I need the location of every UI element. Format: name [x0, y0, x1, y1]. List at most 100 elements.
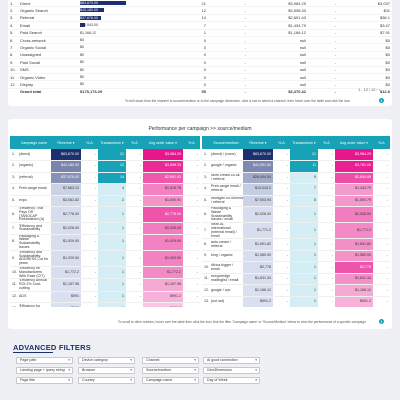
filter-dropdown[interactable]: Source/medium ▾ — [142, 367, 199, 374]
change-pct: - — [373, 149, 390, 161]
change-pct: - — [208, 14, 248, 23]
column-header[interactable]: Revenue ▾ — [243, 136, 273, 149]
chevron-down-icon: ▾ — [68, 368, 70, 372]
table-row[interactable]: 4. Email $10,043.00 7- $1,434.79- $3.47 — [8, 21, 392, 30]
next-page-icon[interactable]: › — [378, 88, 380, 92]
change-pct: - — [273, 222, 290, 240]
table-row[interactable]: 9. 'Efficiency and Sustainability: ADDRES… — [10, 250, 200, 268]
table-row[interactable]: 2. google / organic $41,591.00-11- $3,781.0… — [202, 160, 390, 173]
table-row[interactable]: 13. (not set) $991.2-1- $991.2- — [202, 296, 390, 307]
filter-dropdown[interactable]: Campaign name ▾ — [142, 377, 199, 384]
table-row[interactable]: 3. Referral $37,676.00 14- $2,691.43- $36.1 — [8, 14, 392, 23]
campaign-table-wrap[interactable]: Campaign name Revenue ▾% Δ Transactions ▾%… — [10, 136, 200, 307]
change-pct: - — [308, 29, 338, 38]
aov-cell: $2,894.89 — [335, 172, 373, 184]
transactions-cell: 1 — [98, 250, 126, 268]
column-header[interactable]: Avg order value ▾ — [143, 136, 183, 149]
row-label: auto.cream / referral — [209, 238, 243, 251]
column-header[interactable]: % Δ — [126, 136, 143, 149]
filter-dropdown[interactable]: Geo/Dimension ▾ — [203, 367, 260, 374]
column-header[interactable]: % Δ — [81, 136, 98, 149]
table-row[interactable]: 13.'Efficiency for years$609-1-$609.2- — [10, 302, 200, 307]
filter-dropdown[interactable]: Ai good connection ▾ — [203, 357, 260, 364]
table-row[interactable]: 6. 'Efficiency That Pays Off (TANOCAP Ref… — [10, 206, 200, 224]
filter-dropdown[interactable]: Browser ▾ — [78, 367, 135, 374]
table-row[interactable]: 7. Organic Social $0 0- null - $0 — [8, 43, 392, 52]
revenue-value: $37,676.00 — [80, 15, 98, 20]
filter-dropdown[interactable]: Device category ▾ — [78, 357, 135, 364]
table-row[interactable]: 7. 'Efficiency and Sustainability $2,028.0… — [10, 222, 200, 235]
change-pct: - — [81, 234, 98, 251]
change-pct: - — [126, 160, 143, 173]
change-pct: - — [273, 149, 290, 161]
column-header[interactable]: % Δ — [183, 136, 200, 149]
table-row[interactable]: 8. auto.cream / referral $1,691.82-1- $1,69… — [202, 238, 390, 251]
filter-dropdown[interactable]: Landing page + query string ▾ — [16, 367, 73, 374]
table-row[interactable]: 11. Organic Video $0 0- null - $0 — [8, 73, 392, 82]
aov-cell: $3,984.29 — [143, 149, 183, 161]
table-row[interactable]: 1. Direct $83,670.00 21- $3,984.29- $3,037 — [8, 0, 392, 8]
column-header[interactable]: Transactions ▾ — [98, 136, 126, 149]
table-row[interactable]: 2. Organic Search $43,180.00 12- $3,598.33- $… — [8, 6, 392, 15]
filter-dropdown[interactable]: Country ▾ — [78, 377, 135, 384]
table-row[interactable]: 6. Cross-network $0 0- null - $0 — [8, 36, 392, 45]
table-row[interactable]: 10. 'Efficiency for Manufacturers With Ea… — [10, 266, 200, 280]
table-row[interactable]: 11. 'Efficiency Annual ROI 2% Cost-cuttin… — [10, 278, 200, 292]
avg-order-value: null — [248, 58, 308, 67]
column-header[interactable]: Revenue ▾ — [51, 136, 81, 149]
revenue-cell: $1,691.82 — [243, 238, 273, 251]
table-row[interactable]: 11. europeedge mailinglist / email $1,631.… — [202, 273, 390, 286]
aov-cell: $1,157.96 — [143, 278, 183, 292]
aov-cell: $3,598.33 — [143, 160, 183, 173]
table-row[interactable]: 7. Near-AI-international (internal email)… — [202, 222, 390, 240]
aov-cell: $991.2 — [335, 296, 373, 307]
column-header[interactable]: Avg order value ▾ — [335, 136, 373, 149]
table-row[interactable]: 4. Preb-range email / referral $10,043.2-7… — [202, 183, 390, 196]
column-header[interactable]: % Δ — [318, 136, 335, 149]
column-header[interactable]: Source/medium — [209, 136, 243, 149]
column-header[interactable]: Transactions ▾ — [290, 136, 318, 149]
filter-dropdown[interactable]: Channel ▾ — [142, 357, 199, 364]
table-row[interactable]: 12. google / cpc $1,166.12-1- $1,166.12- — [202, 284, 390, 297]
info-icon[interactable]: i — [379, 98, 384, 103]
table-row[interactable]: 3. (referral) $37,676.00-14- $2,691.43- — [10, 172, 200, 184]
change-pct: - — [373, 296, 390, 307]
transactions-cell: 12 — [98, 160, 126, 173]
table-row[interactable]: 3. store.cream.co.uk / referral $26,054.00… — [202, 172, 390, 184]
table-row[interactable]: 4. Preb-range email $7,663.12-4- $1,915.78- — [10, 183, 200, 196]
revenue-bar — [80, 23, 86, 28]
table-row[interactable]: 5. expo $3,081.82-2- $1,540.91- — [10, 195, 200, 207]
change-pct: - — [273, 250, 290, 263]
channel-name: Cross-network — [18, 36, 78, 45]
table-row[interactable]: 10. SMS $0 0- null - $0 — [8, 66, 392, 75]
pager[interactable]: 1 - 12 / 12 ‹ › — [358, 88, 380, 92]
info-icon[interactable]: i — [379, 319, 384, 324]
table-row[interactable]: 9. bing / organic $1,589.00-1- $1,589.00- — [202, 250, 390, 263]
table-row[interactable]: 12. ADS $991-1- $991.2- — [10, 291, 200, 304]
filter-dropdown[interactable]: Page path ▾ — [16, 357, 73, 364]
prev-page-icon[interactable]: ‹ — [376, 88, 378, 92]
table-row[interactable]: 1. (direct) / (none) $83,670.00-21- $3,984.… — [202, 149, 390, 161]
revenue-bar-cell: $0 — [78, 43, 138, 52]
filter-dropdown[interactable]: Page title ▾ — [16, 377, 73, 384]
table-row[interactable]: 8. Unassigned $0 0- null - $0 — [8, 51, 392, 60]
source-table-wrap[interactable]: Source/medium Revenue ▾% Δ Transactions ▾%… — [202, 136, 390, 307]
table-row[interactable]: 5. newsgen.co.uk/email / referral $7,503.9… — [202, 195, 390, 207]
table-row[interactable]: 12. Display $0 0- null - $0 — [8, 80, 392, 89]
table-row[interactable]: 1. (direct) $83,670.00-21- $3,984.29- — [10, 149, 200, 161]
column-header[interactable]: % Δ — [373, 136, 390, 149]
table-row[interactable]: 2. (organic) $43,180.00-12- $3,598.33- — [10, 160, 200, 173]
change-pct: - — [81, 222, 98, 235]
filter-dropdown[interactable]: Day of Week ▾ — [203, 377, 260, 384]
change-pct: - — [318, 250, 335, 263]
table-row[interactable]: 9. Paid Social $0 0- null - $0 — [8, 58, 392, 67]
column-header[interactable]: Campaign name — [17, 136, 51, 149]
column-header[interactable]: % Δ — [273, 136, 290, 149]
table-row[interactable]: 6. Packaging & Waste Sustainability Issue… — [202, 206, 390, 224]
table-row[interactable]: 5. Paid Search $1,166.12 1- $1,166.12- $7.91 — [8, 29, 392, 38]
table-row[interactable]: 10. Africa bigger / email $2,778-1- $2,778- — [202, 261, 390, 274]
table-row[interactable]: 8. Packaging & Waste Sustainability Issue… — [10, 234, 200, 251]
change-pct: - — [183, 234, 200, 251]
row-index: 1. — [10, 149, 17, 161]
revenue-cell: $1,631.34 — [243, 273, 273, 286]
